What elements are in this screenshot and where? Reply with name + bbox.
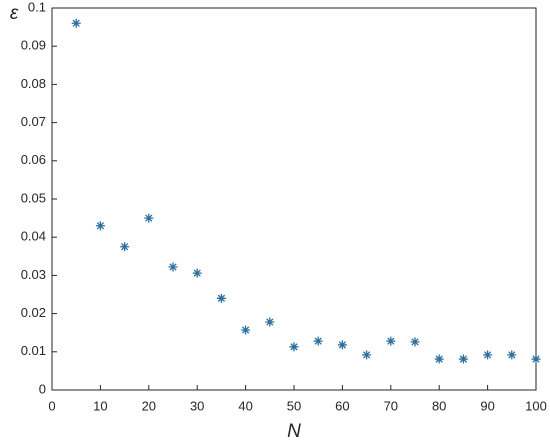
x-tick-label: 70 bbox=[384, 398, 398, 413]
marker bbox=[95, 221, 105, 231]
y-tick-label: 0.01 bbox=[21, 343, 46, 358]
marker bbox=[434, 354, 444, 364]
x-tick-label: 100 bbox=[525, 398, 547, 413]
marker bbox=[337, 340, 347, 350]
marker bbox=[241, 325, 251, 335]
x-tick-label: 0 bbox=[48, 398, 55, 413]
marker bbox=[483, 350, 493, 360]
marker bbox=[168, 262, 178, 272]
y-tick-label: 0 bbox=[39, 381, 46, 396]
marker bbox=[144, 213, 154, 223]
y-tick-label: 0.09 bbox=[21, 38, 46, 53]
marker bbox=[265, 317, 275, 327]
x-tick-label: 60 bbox=[335, 398, 349, 413]
marker bbox=[386, 336, 396, 346]
marker bbox=[71, 18, 81, 28]
marker bbox=[507, 350, 517, 360]
y-tick-label: 0.03 bbox=[21, 267, 46, 282]
y-tick-label: 0.04 bbox=[21, 229, 46, 244]
x-axis-title: N bbox=[287, 421, 301, 442]
marker bbox=[313, 336, 323, 346]
plot-box bbox=[51, 7, 537, 391]
x-tick-label: 30 bbox=[190, 398, 204, 413]
y-tick-label: 0.1 bbox=[28, 0, 46, 14]
y-tick-label: 0.06 bbox=[21, 152, 46, 167]
x-tick-label: 80 bbox=[432, 398, 446, 413]
x-tick-label: 90 bbox=[480, 398, 494, 413]
marker bbox=[216, 293, 226, 303]
marker bbox=[410, 337, 420, 347]
y-tick-label: 0.08 bbox=[21, 76, 46, 91]
y-axis-title: ε bbox=[10, 3, 19, 24]
x-tick-label: 10 bbox=[93, 398, 107, 413]
marker bbox=[458, 354, 468, 364]
x-tick-label: 50 bbox=[287, 398, 301, 413]
marker bbox=[531, 354, 541, 364]
y-tick-label: 0.07 bbox=[21, 114, 46, 129]
marker bbox=[289, 342, 299, 352]
marker bbox=[120, 242, 130, 252]
x-tick-label: 40 bbox=[238, 398, 252, 413]
y-tick-label: 0.02 bbox=[21, 305, 46, 320]
x-tick-label: 20 bbox=[142, 398, 156, 413]
y-tick-label: 0.05 bbox=[21, 190, 46, 205]
marker bbox=[362, 350, 372, 360]
marker bbox=[192, 268, 202, 278]
